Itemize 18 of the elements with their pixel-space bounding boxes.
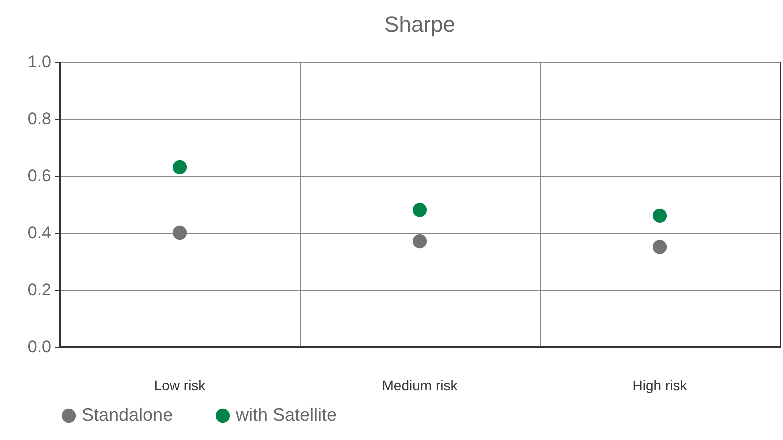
y-tick-label: 1.0	[28, 52, 52, 72]
chart-title: Sharpe	[384, 12, 456, 37]
legend-label: with Satellite	[235, 405, 338, 425]
y-tick-label: 0.8	[28, 110, 52, 128]
point	[172, 226, 188, 240]
legend-label: Standalone	[82, 405, 174, 425]
x-tick-label: High risk	[632, 378, 688, 394]
point	[412, 234, 428, 249]
point	[652, 208, 668, 223]
point	[412, 203, 428, 218]
y-tick-label: 0.6	[28, 166, 52, 186]
x-tick-label: Medium risk	[382, 378, 459, 394]
point	[652, 240, 668, 254]
y-tick-label: 0.0	[28, 338, 52, 356]
point	[172, 160, 188, 175]
y-tick-label: 0.4	[28, 224, 52, 242]
x-tick-label: Low risk	[154, 378, 207, 394]
y-tick-label: 0.2	[28, 280, 52, 300]
